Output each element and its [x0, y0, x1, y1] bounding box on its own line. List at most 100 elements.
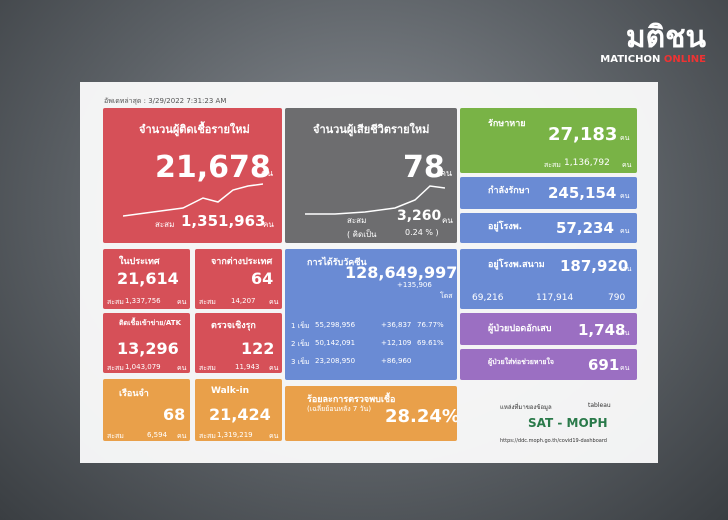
card-title: ติดเชื้อเข้าข่าย/ATK [119, 319, 181, 327]
active-search-card: ตรวจเชิงรุก 122 สะสม 11,943 คน [195, 313, 282, 373]
cumulative: 3,260 [397, 208, 442, 224]
card-title: ร้อยละการตรวจพบเชื้อ [307, 395, 396, 405]
cumulative-label: สะสม [107, 298, 124, 306]
rate: 0.24 % ) [405, 228, 439, 237]
card-title: ตรวจเชิงรุก [211, 321, 256, 331]
vaccine-cell: +86,960 [381, 357, 412, 365]
unit: คน [620, 192, 630, 200]
source-name: SAT - MOPH [528, 416, 608, 430]
pneumonia-card: ผู้ป่วยปอดอักเสบ 1,748 คน [460, 313, 637, 345]
new-cases-card: จำนวนผู้ติดเชื้อรายใหม่ 21,678 คน สะสม 1… [103, 108, 282, 243]
cumulative-label: สะสม [155, 220, 175, 229]
cumulative: 14,207 [231, 297, 256, 305]
sparkline [123, 183, 263, 217]
vaccine-cell: 69.61% [417, 339, 444, 347]
cumulative-label: สะสม [199, 298, 216, 306]
card-value: 68 [163, 405, 186, 424]
card-value: 187,920 [560, 257, 629, 275]
unit: คน [620, 134, 630, 142]
brand: MATICHON ONLINE [600, 54, 706, 65]
cumulative-label: สะสม [544, 161, 561, 169]
card-title: การได้รับวัคซีน [307, 258, 367, 268]
vaccine-cell: 50,142,091 [315, 339, 356, 347]
unit: คน [177, 298, 187, 306]
unit: คน [622, 161, 632, 169]
daily: +135,906 [397, 281, 432, 289]
deaths-card: จำนวนผู้เสียชีวิตรายใหม่ 78 คน สะสม 3,26… [285, 108, 457, 243]
abroad-card: จากต่างประเทศ 64 สะสม 14,207 คน [195, 249, 282, 309]
unit: โดส [440, 292, 453, 300]
unit: คน [261, 169, 274, 179]
card-title: อยู่โรงพ.สนาม [488, 260, 545, 270]
cumulative-label: สะสม [107, 432, 124, 440]
vaccine-cell: 1 เข็ม [291, 322, 310, 330]
card-subtitle: (เฉลี่ยย้อนหลัง 7 วัน) [307, 405, 372, 413]
cumulative: 1,043,079 [125, 363, 161, 371]
hospital-card: อยู่โรงพ. 57,234 คน [460, 213, 637, 243]
vaccine-card: การได้รับวัคซีน 128,649,997 +135,906 โดส… [285, 249, 457, 380]
source: แหล่งที่มาของข้อมูล tableau SAT - MOPH h… [500, 398, 637, 450]
vaccine-cell: 3 เข็ม [291, 358, 310, 366]
unit: คน [620, 227, 630, 235]
unit: คน [622, 265, 632, 273]
cumulative: 11,943 [235, 363, 260, 371]
card-title: ผู้ป่วยปอดอักเสบ [488, 324, 552, 334]
card-title: กำลังรักษา [488, 186, 530, 196]
card-value: 21,614 [117, 269, 179, 288]
card-value: 691 [588, 356, 620, 374]
unit: คน [442, 216, 453, 225]
sub-value: 69,216 [472, 293, 504, 303]
vaccine-cell: +36,837 [381, 321, 412, 329]
vaccine-cell: 55,298,956 [315, 321, 356, 329]
sparkline [305, 185, 445, 215]
updated: อัพเดทล่าสุด : 3/29/2022 7:31:23 AM [104, 97, 227, 105]
card-title: ผู้ป่วยใส่ท่อช่วยหายใจ [488, 358, 555, 366]
card-value: 57,234 [556, 219, 614, 237]
unit: คน [177, 364, 187, 372]
ventilator-card: ผู้ป่วยใส่ท่อช่วยหายใจ 691 คน [460, 349, 637, 380]
source-tool: tableau [588, 402, 611, 409]
unit: คน [177, 432, 187, 440]
unit: คน [269, 298, 279, 306]
card-title: จากต่างประเทศ [211, 257, 273, 267]
unit: คน [620, 364, 630, 372]
treating-card: กำลังรักษา 245,154 คน [460, 177, 637, 209]
unit: คน [269, 364, 279, 372]
cumulative: 1,319,219 [217, 431, 253, 439]
source-label: แหล่งที่มาของข้อมูล [500, 404, 552, 411]
vaccine-cell: 2 เข็ม [291, 340, 310, 348]
cumulative: 1,337,756 [125, 297, 161, 305]
vaccine-cell: +12,109 [381, 339, 412, 347]
card-value: 245,154 [548, 184, 617, 202]
card-value: 21,424 [209, 405, 271, 424]
unit: คน [263, 220, 274, 229]
card-value: 128,649,997 [345, 263, 457, 282]
card-title: อยู่โรงพ. [488, 222, 523, 232]
card-value: 13,296 [117, 339, 179, 358]
recovered-card: รักษาหาย 27,183 คน สะสม 1,136,792 คน [460, 108, 637, 173]
unit: คน [440, 169, 453, 179]
cumulative-label: สะสม [199, 432, 216, 440]
card-value: 28.24% [385, 406, 457, 427]
cumulative-label: สะสม [347, 216, 367, 225]
card-value: 1,748 [578, 321, 626, 339]
cumulative-label: สะสม [199, 364, 216, 372]
card-title: จำนวนผู้ติดเชื้อรายใหม่ [139, 123, 250, 136]
card-title: Walk-in [211, 386, 249, 396]
card-title: ในประเทศ [119, 257, 160, 267]
source-url: https://ddc.moph.go.th/covid19-dashboard [500, 438, 607, 444]
card-value: 122 [241, 339, 275, 358]
card-title: รักษาหาย [488, 119, 526, 129]
card-value: 27,183 [548, 124, 618, 145]
unit: คน [620, 329, 630, 337]
card-value: 64 [251, 269, 274, 288]
card-value: 78 [403, 150, 445, 185]
sub-value: 790 [608, 293, 626, 303]
domestic-card: ในประเทศ 21,614 สะสม 1,337,756 คน [103, 249, 190, 309]
prison-card: เรือนจำ 68 สะสม 6,594 คน [103, 379, 190, 441]
cumulative: 1,136,792 [564, 158, 610, 168]
walk-in-card: Walk-in 21,424 สะสม 1,319,219 คน [195, 379, 282, 441]
field-hospital-card: อยู่โรงพ.สนาม 187,920 คน 69,216 117,914 … [460, 249, 637, 309]
unit: คน [269, 432, 279, 440]
card-value: 21,678 [155, 150, 271, 185]
